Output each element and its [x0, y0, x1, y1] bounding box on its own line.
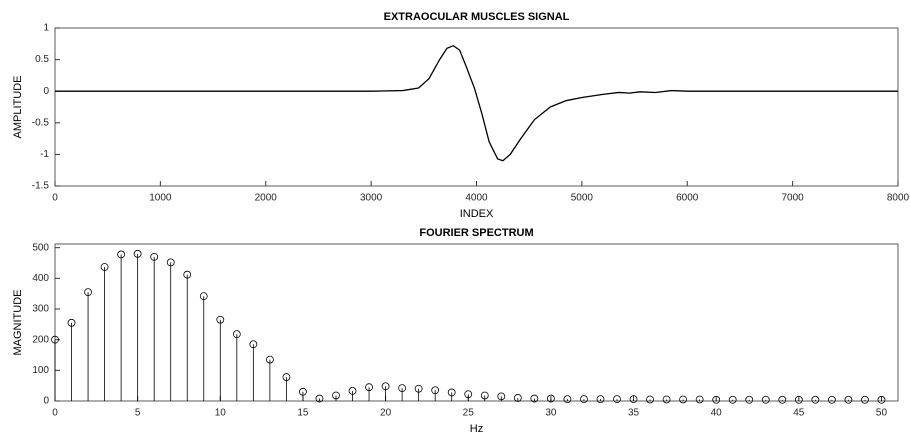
signal-line — [55, 44, 898, 162]
stem-marker — [513, 394, 522, 402]
x-tick-label: 6000 — [676, 193, 699, 204]
y-tick-label: 1 — [43, 23, 49, 34]
x-tick-label: 30 — [545, 408, 557, 419]
stem-marker — [414, 384, 423, 393]
x-tick-label: 2000 — [255, 193, 278, 204]
stem-marker — [84, 288, 92, 297]
stem-marker — [530, 394, 539, 403]
x-tick-label: 0 — [52, 408, 58, 419]
x-tick-label: 7000 — [782, 193, 805, 204]
stem-marker — [398, 384, 407, 393]
stem-marker — [580, 395, 588, 404]
x-tick-label: 8000 — [887, 193, 910, 204]
stem-marker — [265, 355, 274, 364]
stem-marker — [596, 395, 605, 404]
stem-marker — [563, 395, 572, 404]
y-tick-label: -0.5 — [32, 117, 50, 128]
stem-marker — [133, 249, 142, 258]
stem-marker — [695, 395, 704, 404]
stem-marker — [480, 391, 489, 400]
stem-marker — [546, 394, 555, 403]
stem-marker — [431, 386, 440, 395]
stem-marker — [166, 258, 175, 267]
y-tick-label: 200 — [32, 334, 49, 345]
stem-marker — [712, 395, 721, 404]
y-tick-label: -1.5 — [32, 181, 50, 192]
stem-marker — [613, 395, 621, 404]
plot-area — [54, 27, 899, 187]
stem-marker — [332, 391, 340, 400]
stem-marker — [811, 395, 820, 404]
y-tick-label: 300 — [32, 304, 49, 315]
y-tick-label: 0 — [43, 86, 49, 97]
stem-marker — [282, 373, 291, 381]
x-tick-label: 40 — [711, 408, 723, 419]
stem-marker — [100, 263, 109, 271]
x-tick-label: 25 — [463, 408, 475, 419]
stem-marker — [745, 395, 754, 404]
stem-marker — [199, 292, 208, 301]
stem-marker — [348, 386, 357, 395]
chart-title: EXTRAOCULAR MUSCLES SIGNAL — [384, 11, 570, 23]
y-tick-label: 0 — [43, 396, 49, 407]
stem-marker — [662, 395, 671, 404]
stem-marker — [365, 383, 373, 392]
stem-marker — [51, 335, 59, 344]
x-tick-label: 1000 — [149, 193, 172, 204]
stem-marker — [117, 250, 126, 259]
x-tick-label: 5 — [135, 408, 141, 419]
y-axis-label: AMPLITUDE — [12, 76, 24, 139]
stem-marker — [761, 395, 770, 404]
stem-marker — [794, 395, 803, 404]
x-tick-label: 50 — [876, 408, 888, 419]
x-tick-label: 3000 — [360, 193, 383, 204]
y-tick-label: 100 — [32, 365, 49, 376]
stem-marker — [629, 395, 638, 404]
stem-marker — [447, 388, 456, 397]
y-tick-label: 400 — [32, 273, 49, 284]
stem-marker — [67, 318, 76, 327]
y-axis-label: MAGNITUDE — [12, 290, 24, 356]
stem-marker — [728, 395, 737, 404]
stem-marker — [861, 395, 869, 404]
stem-marker — [844, 395, 853, 404]
x-tick-label: 15 — [297, 408, 309, 419]
stem-marker — [315, 394, 324, 403]
x-tick-label: 35 — [628, 408, 640, 419]
stem-marker — [183, 270, 192, 279]
stem-marker — [232, 330, 241, 339]
stem-marker — [299, 387, 307, 396]
x-tick-label: 20 — [380, 408, 392, 419]
y-tick-label: 0.5 — [35, 54, 49, 65]
stem-marker — [216, 315, 225, 324]
stem-marker — [778, 395, 787, 404]
x-tick-label: 45 — [793, 408, 805, 419]
stem-marker — [877, 395, 886, 404]
y-tick-label: 500 — [32, 242, 49, 253]
stem-marker — [464, 390, 473, 399]
stem-marker — [646, 395, 654, 404]
x-tick-label: 4000 — [465, 193, 488, 204]
stem-marker — [150, 252, 159, 261]
stem-marker — [679, 395, 688, 404]
x-tick-label: 5000 — [571, 193, 594, 204]
x-axis-label: INDEX — [460, 208, 494, 220]
y-tick-label: -1 — [40, 149, 49, 160]
x-tick-label: 10 — [215, 408, 227, 419]
x-tick-label: 0 — [52, 193, 58, 204]
stem-marker — [381, 382, 390, 391]
stem-marker — [497, 392, 506, 401]
plot-area — [54, 243, 899, 402]
stem-marker — [827, 395, 836, 404]
x-axis-label: Hz — [470, 423, 483, 435]
stem-marker — [249, 340, 258, 349]
chart-title: FOURIER SPECTRUM — [419, 227, 533, 239]
